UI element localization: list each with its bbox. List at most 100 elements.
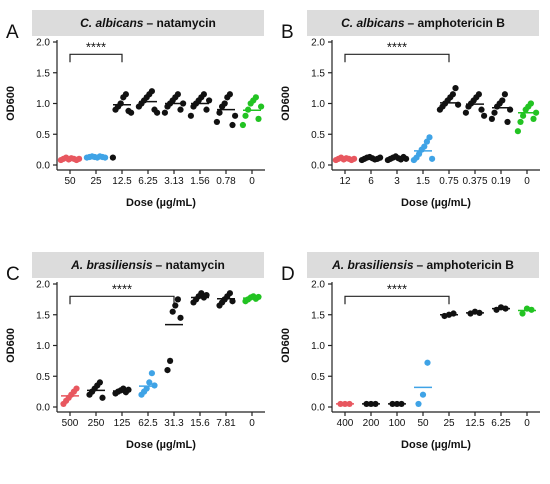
- data-point: [351, 155, 358, 162]
- panel-title-drug: – amphotericin B: [416, 258, 514, 272]
- data-point: [449, 91, 456, 98]
- panel-title: A. brasiliensis – amphotericin B: [307, 252, 539, 278]
- data-point: [520, 112, 527, 119]
- y-tick-label: 1.0: [36, 341, 50, 352]
- panel-title-organism: A. brasiliensis: [332, 258, 414, 272]
- data-point: [122, 91, 129, 98]
- scatter-plot: 0.0 0.5 1.0 1.5 2.0 OD600 400 200 100 50 25 12.5 6.2…: [280, 280, 540, 451]
- significance-bracket: [69, 53, 123, 63]
- data-point: [499, 97, 506, 104]
- y-tick-label: 1.0: [36, 99, 50, 110]
- y-tick-label: 0.0: [311, 161, 325, 172]
- panel-title: C. albicans – natamycin: [32, 10, 264, 36]
- data-point: [252, 94, 259, 101]
- x-tick-label: 6: [368, 176, 374, 187]
- data-point: [102, 154, 109, 161]
- data-point: [519, 310, 526, 317]
- significance-label: ****: [86, 39, 106, 54]
- data-point: [226, 290, 233, 297]
- x-tick-label: 125: [114, 418, 131, 429]
- significance-bracket: [69, 295, 175, 305]
- data-point: [167, 357, 174, 364]
- data-point: [99, 394, 106, 401]
- data-point: [221, 100, 228, 107]
- data-point: [242, 112, 249, 119]
- x-tick-label: 0: [524, 418, 530, 429]
- significance-label: ****: [387, 39, 407, 54]
- y-tick-label: 0.5: [311, 130, 325, 141]
- x-tick-label: 0: [524, 176, 530, 187]
- x-tick-label: 500: [62, 418, 79, 429]
- y-tick-label: 0.5: [36, 372, 50, 383]
- y-axis-label: OD600: [5, 328, 17, 363]
- x-tick-label: 1.56: [190, 176, 210, 187]
- y-tick-label: 2.0: [311, 280, 325, 291]
- x-tick-label: 400: [337, 418, 354, 429]
- data-point: [403, 155, 410, 162]
- data-point: [258, 103, 265, 110]
- significance-label: ****: [112, 281, 132, 296]
- y-axis-label: OD600: [280, 328, 292, 363]
- data-point: [73, 385, 80, 392]
- data-point: [174, 91, 181, 98]
- x-tick-label: 0: [249, 176, 255, 187]
- data-point: [180, 100, 187, 107]
- x-tick-label: 50: [64, 176, 76, 187]
- data-point: [527, 100, 534, 107]
- scatter-plot: 0.0 0.5 1.0 1.5 2.0 OD600 12 6 3 1.5 0.75 0.375 0.19…: [280, 38, 540, 209]
- data-point: [174, 296, 181, 303]
- data-point: [426, 134, 433, 141]
- x-tick-label: 3.13: [164, 176, 184, 187]
- data-point: [187, 112, 194, 119]
- y-tick-label: 2.0: [36, 280, 50, 291]
- data-point: [125, 386, 132, 393]
- data-point: [154, 109, 161, 116]
- y-tick-label: 2.0: [311, 38, 325, 49]
- data-point: [143, 385, 150, 392]
- x-tick-label: 31.3: [164, 418, 184, 429]
- data-point: [255, 293, 262, 301]
- x-tick-label: 12: [339, 176, 351, 187]
- panel-title-organism: C. albicans: [80, 16, 144, 30]
- x-tick-label: 62.5: [138, 418, 158, 429]
- x-tick-label: 6.25: [138, 176, 158, 187]
- x-tick-label: 50: [417, 418, 429, 429]
- data-point: [96, 379, 103, 386]
- x-axis-label: Dose (µg/mL): [401, 197, 471, 209]
- x-tick-label: 6.25: [491, 418, 511, 429]
- panel-title: C. albicans – amphotericin B: [307, 10, 539, 36]
- y-tick-label: 1.5: [36, 68, 50, 79]
- data-point: [377, 154, 384, 161]
- significance-bracket: [344, 53, 450, 63]
- y-tick-label: 1.5: [311, 68, 325, 79]
- data-point: [452, 85, 459, 92]
- panel-title-drug: – natamycin: [155, 258, 225, 272]
- panel-title-organism: C. albicans: [341, 16, 405, 30]
- data-point: [146, 379, 153, 386]
- panel-b: C. albicans – amphotericin B B 0.0 0.5 1.0…: [275, 0, 550, 242]
- data-point: [148, 370, 155, 377]
- x-tick-label: 12.5: [465, 418, 485, 429]
- panel-d: A. brasiliensis – amphotericin B D 0.0 0.…: [275, 242, 550, 484]
- data-point: [424, 359, 431, 366]
- significance-label: ****: [387, 281, 407, 296]
- data-point: [161, 109, 168, 116]
- x-tick-label: 200: [363, 418, 380, 429]
- y-tick-label: 0.5: [36, 130, 50, 141]
- y-tick-label: 0.5: [311, 372, 325, 383]
- data-point: [203, 291, 210, 299]
- x-tick-label: 0.375: [462, 176, 487, 187]
- panel-letter: A: [6, 22, 19, 43]
- data-point: [117, 100, 124, 107]
- data-point: [200, 91, 207, 98]
- x-tick-label: 15.6: [190, 418, 210, 429]
- data-point: [450, 310, 457, 317]
- panel-title-drug: – natamycin: [146, 16, 216, 30]
- panel-c: A. brasiliensis – natamycin C 0.0 0.5 1.0 1…: [0, 242, 275, 484]
- data-point: [514, 128, 521, 135]
- panel-letter: D: [281, 264, 295, 285]
- data-point: [206, 97, 213, 104]
- x-axis-label: Dose (µg/mL): [126, 197, 196, 209]
- x-tick-label: 250: [88, 418, 105, 429]
- data-point: [172, 302, 179, 309]
